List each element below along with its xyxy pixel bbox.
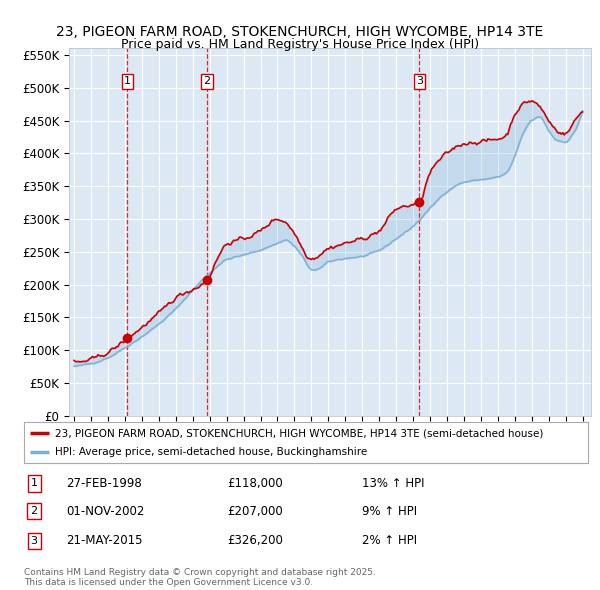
- Text: £326,200: £326,200: [227, 535, 283, 548]
- Text: 01-NOV-2002: 01-NOV-2002: [66, 504, 145, 518]
- Text: 2: 2: [31, 506, 38, 516]
- Text: 9% ↑ HPI: 9% ↑ HPI: [362, 504, 418, 518]
- Text: 1: 1: [31, 478, 38, 489]
- Text: 2: 2: [203, 76, 211, 86]
- Text: 23, PIGEON FARM ROAD, STOKENCHURCH, HIGH WYCOMBE, HP14 3TE: 23, PIGEON FARM ROAD, STOKENCHURCH, HIGH…: [56, 25, 544, 39]
- Text: 27-FEB-1998: 27-FEB-1998: [66, 477, 142, 490]
- Text: £207,000: £207,000: [227, 504, 283, 518]
- Text: 3: 3: [31, 536, 38, 546]
- Text: 23, PIGEON FARM ROAD, STOKENCHURCH, HIGH WYCOMBE, HP14 3TE (semi-detached house): 23, PIGEON FARM ROAD, STOKENCHURCH, HIGH…: [55, 428, 544, 438]
- Text: HPI: Average price, semi-detached house, Buckinghamshire: HPI: Average price, semi-detached house,…: [55, 447, 367, 457]
- Text: Contains HM Land Registry data © Crown copyright and database right 2025.
This d: Contains HM Land Registry data © Crown c…: [24, 568, 376, 587]
- Text: 21-MAY-2015: 21-MAY-2015: [66, 535, 143, 548]
- Text: 1: 1: [124, 76, 131, 86]
- Text: 3: 3: [416, 76, 423, 86]
- Text: £118,000: £118,000: [227, 477, 283, 490]
- Text: 13% ↑ HPI: 13% ↑ HPI: [362, 477, 425, 490]
- Text: Price paid vs. HM Land Registry's House Price Index (HPI): Price paid vs. HM Land Registry's House …: [121, 38, 479, 51]
- Text: 2% ↑ HPI: 2% ↑ HPI: [362, 535, 418, 548]
